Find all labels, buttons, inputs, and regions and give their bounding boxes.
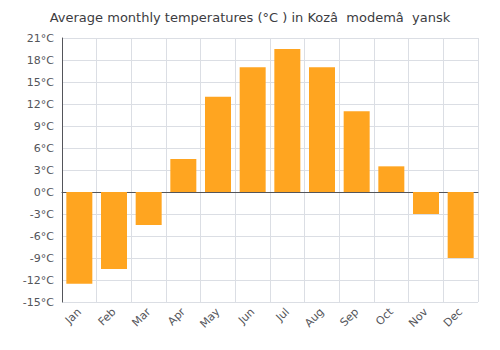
svg-text:Apr: Apr — [165, 305, 188, 328]
svg-text:May: May — [197, 305, 223, 331]
svg-text:-3°C: -3°C — [30, 208, 54, 221]
svg-text:0°C: 0°C — [34, 186, 54, 199]
svg-text:Jul: Jul — [273, 305, 292, 324]
svg-text:18°C: 18°C — [27, 54, 54, 67]
svg-text:-6°C: -6°C — [30, 230, 54, 243]
svg-text:Jan: Jan — [62, 305, 84, 327]
svg-text:Mar: Mar — [129, 305, 153, 329]
svg-text:9°C: 9°C — [34, 120, 54, 133]
svg-text:12°C: 12°C — [27, 98, 54, 111]
svg-text:Dec: Dec — [441, 305, 465, 329]
svg-text:3°C: 3°C — [34, 164, 54, 177]
svg-text:21°C: 21°C — [27, 32, 54, 45]
svg-text:15°C: 15°C — [27, 76, 54, 89]
svg-text:Feb: Feb — [96, 305, 119, 328]
svg-text:Nov: Nov — [406, 305, 431, 330]
svg-text:-15°C: -15°C — [23, 296, 54, 309]
svg-text:-9°C: -9°C — [30, 252, 54, 265]
svg-text:Aug: Aug — [302, 305, 326, 329]
svg-text:Sep: Sep — [337, 305, 361, 329]
svg-text:-12°C: -12°C — [23, 274, 54, 287]
svg-text:Jun: Jun — [235, 305, 257, 327]
svg-text:Average monthly temperatures (: Average monthly temperatures (°C ) in Ko… — [50, 10, 451, 25]
svg-text:6°C: 6°C — [34, 142, 54, 155]
svg-text:Oct: Oct — [373, 305, 396, 328]
